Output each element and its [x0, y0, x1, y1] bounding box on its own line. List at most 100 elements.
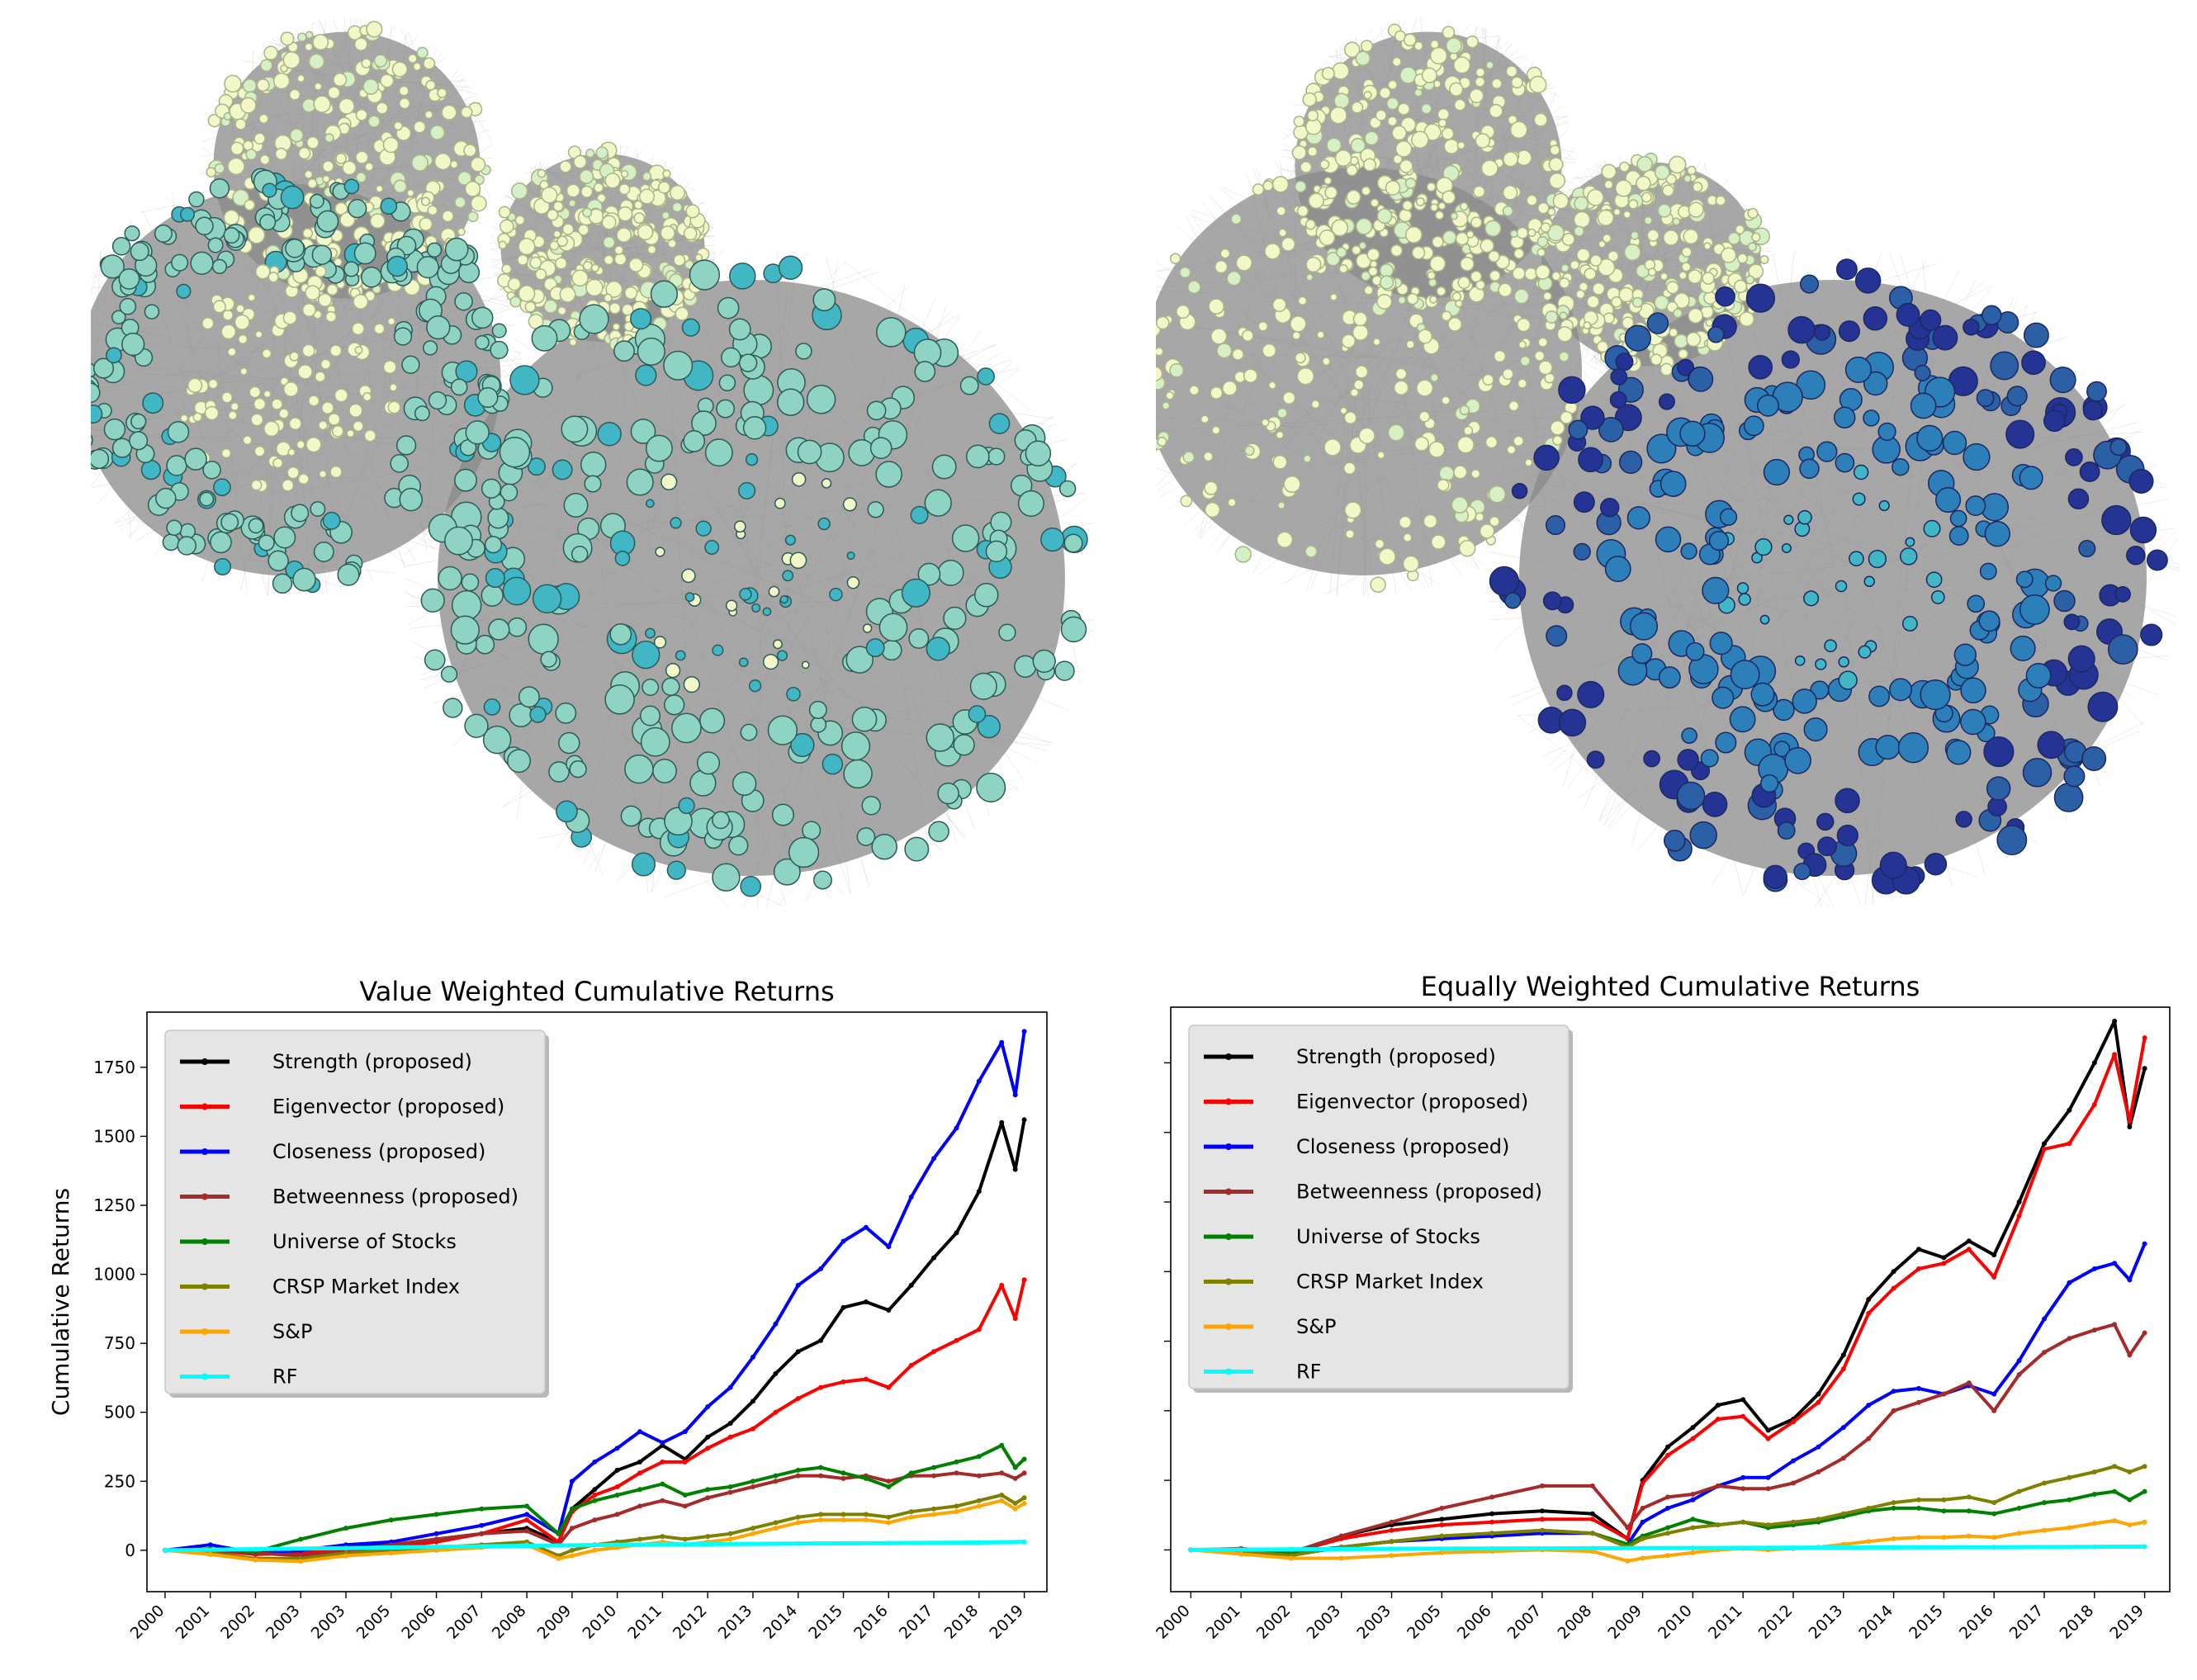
data-point — [2127, 1498, 2132, 1503]
data-point — [2092, 1060, 2097, 1065]
data-point — [1339, 1534, 1344, 1539]
data-point — [1766, 1522, 1771, 1527]
data-point — [977, 1503, 982, 1508]
data-point — [977, 1189, 982, 1194]
data-point — [818, 1512, 823, 1517]
x-tick-label: 2007 — [1504, 1602, 1546, 1643]
data-point — [1716, 1522, 1721, 1527]
data-point — [2143, 1035, 2147, 1040]
data-point — [570, 1479, 575, 1484]
chart-title: Equally Weighted Cumulative Returns — [1421, 971, 1920, 1002]
data-point — [954, 1503, 959, 1508]
x-tick-label: 2018 — [941, 1602, 982, 1643]
data-point — [1590, 1545, 1595, 1550]
data-point — [1013, 1465, 1018, 1470]
x-tick-label: 2015 — [805, 1602, 846, 1643]
data-point — [931, 1465, 936, 1470]
data-point — [1967, 1247, 1972, 1252]
data-point — [2127, 1277, 2132, 1282]
data-point — [1816, 1517, 1821, 1521]
data-point — [796, 1396, 801, 1401]
x-tick-label: 2013 — [715, 1602, 756, 1643]
data-point — [2017, 1358, 2022, 1363]
legend-marker — [1225, 1143, 1232, 1150]
data-point — [1390, 1528, 1394, 1533]
data-point — [1766, 1436, 1771, 1441]
data-point — [434, 1545, 439, 1550]
data-point — [2143, 1066, 2147, 1071]
data-point — [1991, 1535, 1996, 1540]
x-tick-label: 2000 — [1153, 1602, 1194, 1643]
data-point — [1841, 1512, 1846, 1517]
data-point — [2092, 1545, 2097, 1550]
data-point — [864, 1225, 869, 1230]
data-point — [796, 1474, 801, 1479]
y-tick-label: 1500 — [93, 1126, 135, 1146]
data-point — [1665, 1453, 1670, 1458]
data-point — [773, 1526, 778, 1531]
x-tick-label: 2006 — [398, 1602, 439, 1643]
data-point — [683, 1537, 688, 1542]
data-point — [1665, 1494, 1670, 1499]
data-point — [556, 1531, 561, 1536]
data-point — [479, 1531, 484, 1536]
data-point — [1967, 1534, 1972, 1539]
legend-marker — [201, 1238, 208, 1245]
data-point — [660, 1482, 665, 1487]
legend-marker — [1225, 1053, 1232, 1060]
data-point — [1022, 1501, 1027, 1506]
x-axis-label: Dates — [563, 1673, 631, 1677]
data-point — [660, 1534, 665, 1539]
data-point — [999, 1040, 1004, 1045]
data-point — [1941, 1498, 1946, 1503]
data-point — [1941, 1255, 1946, 1260]
data-point — [570, 1526, 575, 1531]
data-point — [1013, 1167, 1018, 1172]
data-point — [1866, 1506, 1871, 1511]
data-point — [954, 1230, 959, 1235]
data-point — [2112, 1489, 2117, 1494]
x-tick-label: 2017 — [896, 1602, 937, 1643]
data-point — [1590, 1517, 1595, 1521]
data-point — [1641, 1506, 1645, 1511]
data-point — [479, 1507, 484, 1512]
data-point — [637, 1429, 642, 1434]
y-tick-label: 0 — [125, 1540, 135, 1560]
equally-weighted-network — [1156, 0, 2197, 933]
data-point — [1289, 1547, 1294, 1552]
legend-label: Strength (proposed) — [1296, 1045, 1496, 1068]
data-point — [728, 1435, 733, 1440]
data-point — [683, 1493, 688, 1498]
data-point — [886, 1308, 891, 1313]
data-point — [1841, 1455, 1846, 1460]
data-point — [1540, 1528, 1545, 1533]
data-point — [2143, 1464, 2147, 1469]
data-point — [615, 1512, 620, 1517]
data-point — [1967, 1494, 1972, 1499]
data-point — [931, 1256, 936, 1261]
data-point — [1866, 1436, 1871, 1441]
data-point — [977, 1540, 982, 1545]
data-point — [2127, 1522, 2132, 1527]
data-point — [298, 1559, 303, 1564]
data-point — [1013, 1316, 1018, 1321]
legend-marker — [1225, 1323, 1232, 1330]
data-point — [1188, 1547, 1193, 1552]
data-point — [1941, 1261, 1946, 1266]
x-axis-label: Dates — [1636, 1673, 1704, 1677]
data-point — [2042, 1528, 2047, 1533]
x-tick-label: 2015 — [1906, 1602, 1947, 1643]
legend-marker — [1225, 1099, 1232, 1105]
legend-label: RF — [1296, 1361, 1321, 1384]
data-point — [615, 1446, 620, 1450]
data-point — [683, 1503, 688, 1508]
data-point — [1665, 1553, 1670, 1558]
data-point — [2112, 1052, 2117, 1057]
x-tick-label: 2003 — [308, 1602, 349, 1643]
x-tick-label: 2010 — [1655, 1602, 1696, 1643]
data-point — [1816, 1400, 1821, 1405]
data-point — [1892, 1506, 1896, 1511]
data-point — [954, 1470, 959, 1475]
data-point — [818, 1338, 823, 1343]
data-point — [2017, 1200, 2022, 1204]
